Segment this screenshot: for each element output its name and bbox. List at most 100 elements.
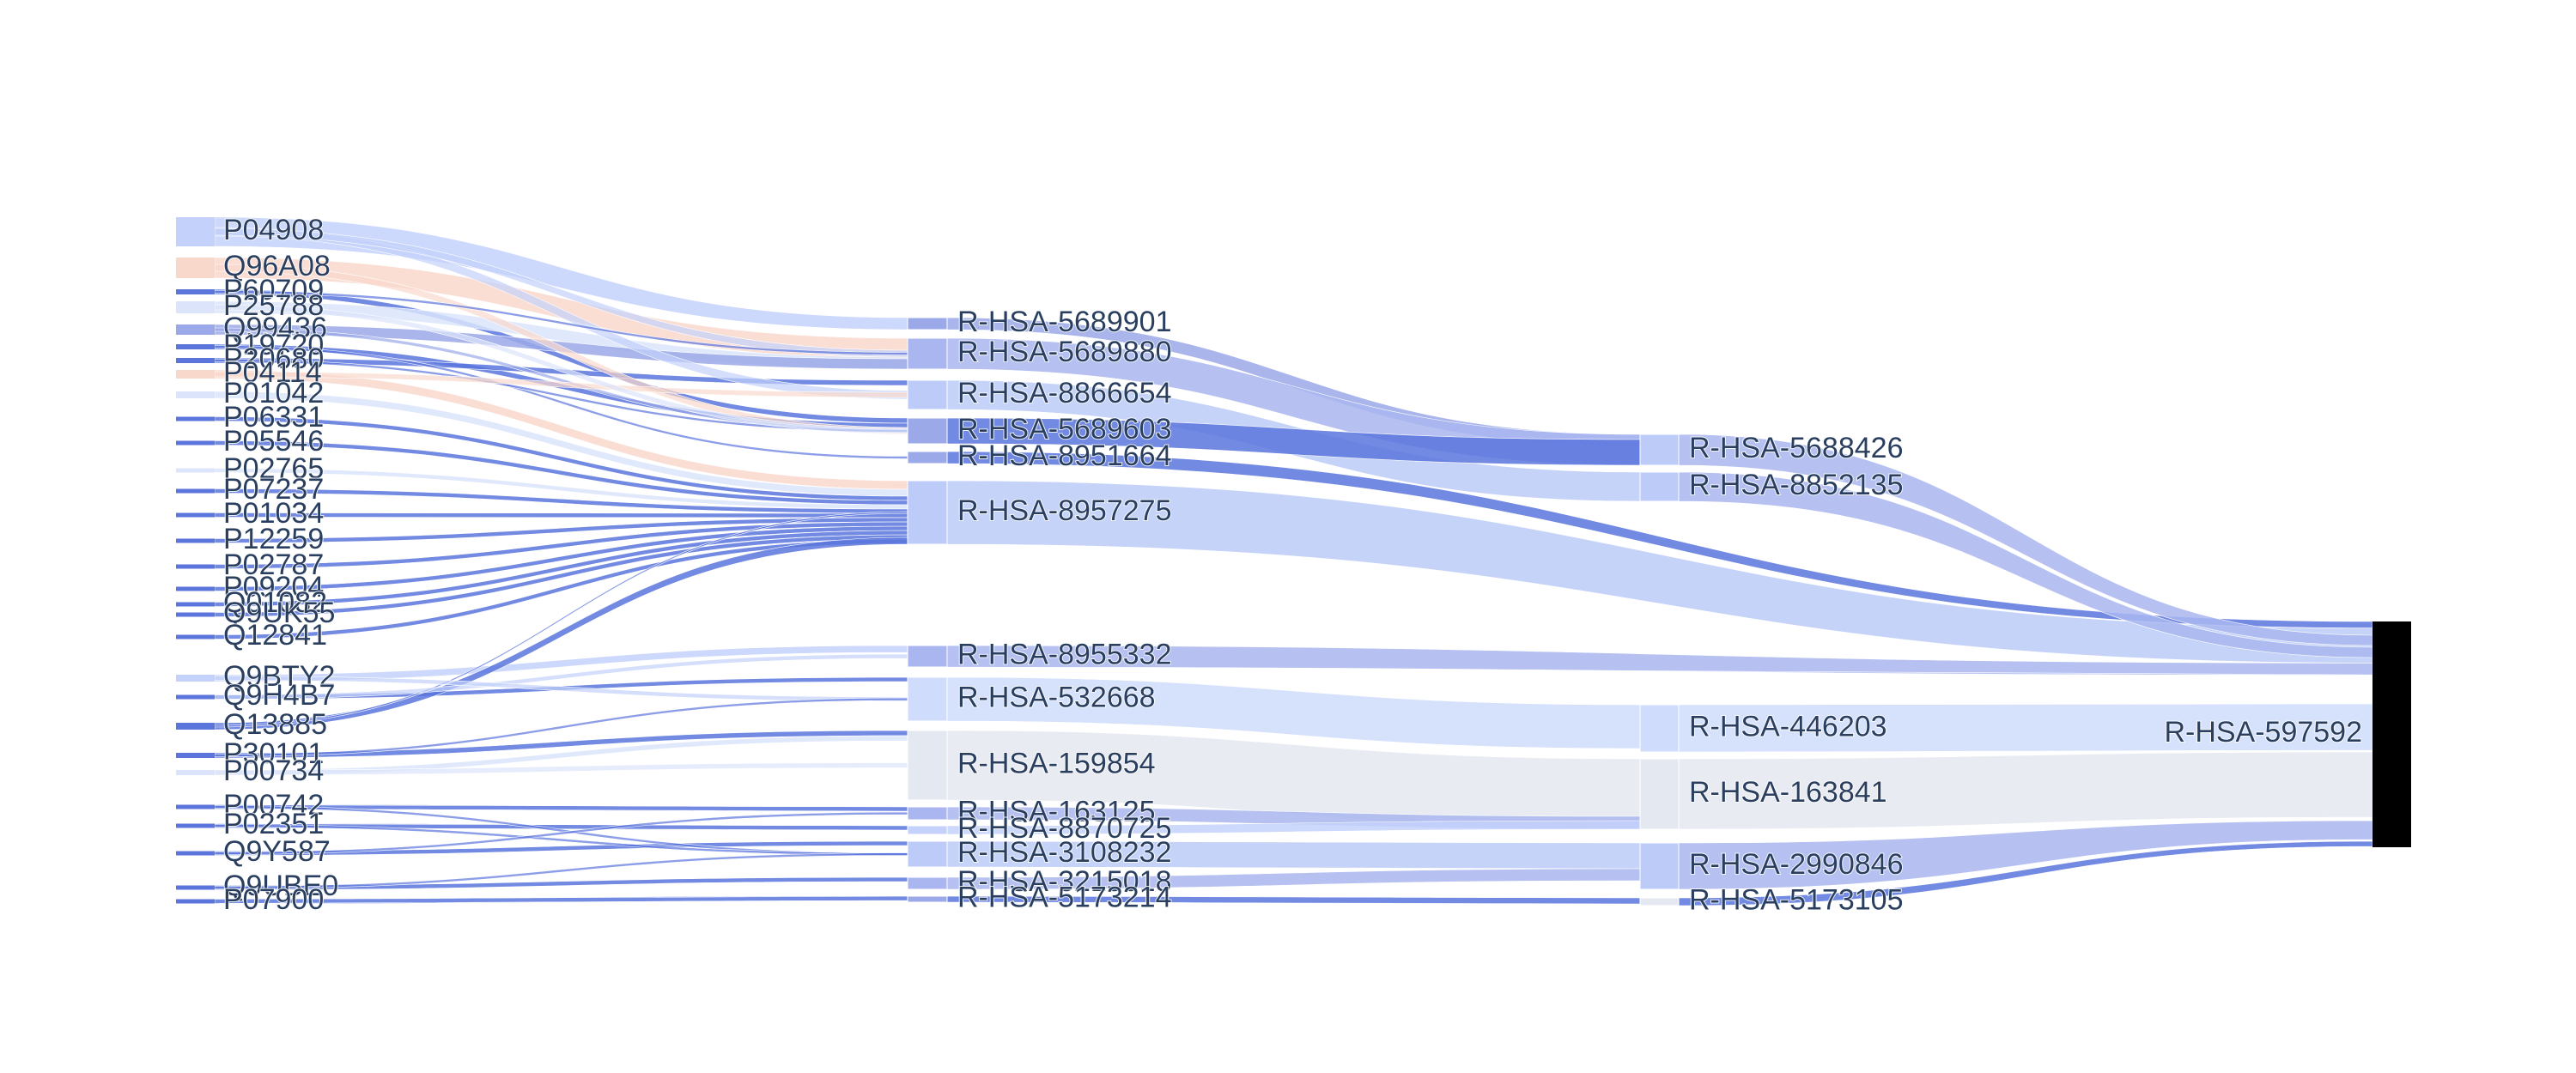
label-p01042: P01042 <box>223 377 324 409</box>
node-q13885[interactable] <box>176 723 215 730</box>
node-p60709[interactable] <box>176 289 215 294</box>
sankey-labels: P04908 Q96A08P60709P25788Q99436P19720P206… <box>222 213 2363 918</box>
node-r-hsa-163125[interactable] <box>907 806 948 821</box>
label-q9h4b7: Q9H4B7 <box>223 679 335 712</box>
label-p01034: P01034 <box>223 497 324 530</box>
label-r-hsa-3215018: R-HSA-3215018 <box>957 865 1171 898</box>
label-p06331: P06331 <box>223 401 324 433</box>
node-q9uk55[interactable] <box>176 612 215 617</box>
node-r-hsa-5173214[interactable] <box>907 895 948 903</box>
node-p19720[interactable] <box>176 344 215 349</box>
label-r-hsa-5173214: R-HSA-5173214 <box>957 881 1171 913</box>
node-r-hsa-5689603[interactable] <box>907 417 948 445</box>
node-q9y587[interactable] <box>176 851 215 856</box>
node-r-hsa-5688426[interactable] <box>1639 433 1680 466</box>
label-r-hsa-163125: R-HSA-163125 <box>957 795 1156 827</box>
label-q12841: Q12841 <box>223 619 327 652</box>
label-p02351: P02351 <box>223 808 324 840</box>
label-q9ube0: Q9UBE0 <box>223 870 338 902</box>
label-r-hsa-8852135: R-HSA-8852135 <box>1689 469 1903 501</box>
label-q13885: Q13885 <box>223 708 327 741</box>
label-p04114: P04114 <box>223 356 322 389</box>
label-p02787: P02787 <box>223 549 324 581</box>
node-r-hsa-8866654[interactable] <box>907 379 948 410</box>
node-p02787[interactable] <box>176 564 215 569</box>
label-r-hsa-5689901: R-HSA-5689901 <box>957 306 1171 338</box>
label-r-hsa-8955332: R-HSA-8955332 <box>957 638 1171 670</box>
label-p00734: P00734 <box>223 755 324 787</box>
label-r-hsa-8866654: R-HSA-8866654 <box>957 377 1171 409</box>
node-q9bty2[interactable] <box>176 675 215 682</box>
label-p30101: P30101 <box>223 737 324 770</box>
label-r-hsa-5173105: R-HSA-5173105 <box>1689 883 1903 916</box>
node-p01034[interactable] <box>176 512 215 518</box>
node-r-hsa-163841[interactable] <box>1639 758 1680 830</box>
label-p12259: P12259 <box>223 523 324 555</box>
node-q9h4b7[interactable] <box>176 694 215 700</box>
node-p25788[interactable] <box>176 301 215 313</box>
node-p07900[interactable] <box>176 899 215 904</box>
label-r-hsa-446203: R-HSA-446203 <box>1689 710 1887 743</box>
label-p02765: P02765 <box>223 452 324 485</box>
node-p12259[interactable] <box>176 538 215 543</box>
label-q9uk55: Q9UK55 <box>223 597 335 629</box>
node-p00742[interactable] <box>176 804 215 809</box>
label-r-hsa-5689603: R-HSA-5689603 <box>957 413 1171 446</box>
node-p30101[interactable] <box>176 753 215 758</box>
node-r-hsa-3215018[interactable] <box>907 876 948 890</box>
label-p04908: P04908 <box>223 214 324 246</box>
label-r-hsa-8957275: R-HSA-8957275 <box>957 494 1171 527</box>
label-p25788: P25788 <box>223 289 324 322</box>
sankey-nodes <box>176 217 2411 906</box>
node-p02765[interactable] <box>176 468 215 473</box>
label-p05546: P05546 <box>223 425 324 458</box>
label-q96a08: Q96A08 <box>223 250 331 282</box>
link-r-hsa-2990846-to-root <box>1678 820 2373 890</box>
node-r-hsa-532668[interactable] <box>907 676 948 722</box>
node-r-hsa-8870725[interactable] <box>907 825 948 835</box>
label-p20680: P20680 <box>223 343 324 375</box>
label-q01082: Q01082 <box>223 586 327 619</box>
label-root: R-HSA-597592 <box>2164 716 2362 749</box>
node-r-hsa-3108232[interactable] <box>907 840 948 868</box>
node-p05546[interactable] <box>176 440 215 446</box>
label-p07900: P07900 <box>223 883 324 916</box>
node-p01042[interactable] <box>176 391 215 398</box>
node-p04114[interactable] <box>176 370 215 379</box>
sankey-links <box>214 216 2373 906</box>
node-r-hsa-8955332[interactable] <box>907 645 948 668</box>
node-q01082[interactable] <box>176 602 215 607</box>
node-r-hsa-8852135[interactable] <box>1639 471 1680 502</box>
label-q9bty2: Q9BTY2 <box>223 660 335 693</box>
label-p00742: P00742 <box>223 789 324 821</box>
node-p09204[interactable] <box>176 586 215 591</box>
label-r-hsa-3108232: R-HSA-3108232 <box>957 836 1171 869</box>
node-p06331[interactable] <box>176 416 215 421</box>
node-root[interactable] <box>2372 621 2411 847</box>
node-p20680[interactable] <box>176 358 215 363</box>
node-q9ube0[interactable] <box>176 885 215 890</box>
node-r-hsa-159854[interactable] <box>907 730 948 801</box>
node-r-hsa-8957275[interactable] <box>907 480 948 545</box>
label-r-hsa-163841: R-HSA-163841 <box>1689 776 1887 809</box>
node-p00734[interactable] <box>176 770 215 775</box>
label-p09204: P09204 <box>223 571 324 603</box>
node-r-hsa-5173105[interactable] <box>1639 897 1680 906</box>
label-r-hsa-5688426: R-HSA-5688426 <box>1689 432 1903 464</box>
node-q12841[interactable] <box>176 634 215 640</box>
label-q9y587: Q9Y587 <box>223 835 331 868</box>
node-p02351[interactable] <box>176 823 215 828</box>
label-p07237: P07237 <box>223 473 324 506</box>
node-r-hsa-5689880[interactable] <box>907 337 948 370</box>
node-p04908[interactable] <box>176 217 215 246</box>
node-r-hsa-446203[interactable] <box>1639 704 1680 753</box>
node-p07237[interactable] <box>176 488 215 494</box>
label-r-hsa-8870725: R-HSA-8870725 <box>957 812 1171 845</box>
label-p60709: P60709 <box>223 274 324 306</box>
node-r-hsa-8951664[interactable] <box>907 451 948 464</box>
node-r-hsa-2990846[interactable] <box>1639 842 1680 890</box>
node-r-hsa-5689901[interactable] <box>907 317 948 330</box>
node-q96a08[interactable] <box>176 258 215 278</box>
node-q99436[interactable] <box>176 324 215 335</box>
